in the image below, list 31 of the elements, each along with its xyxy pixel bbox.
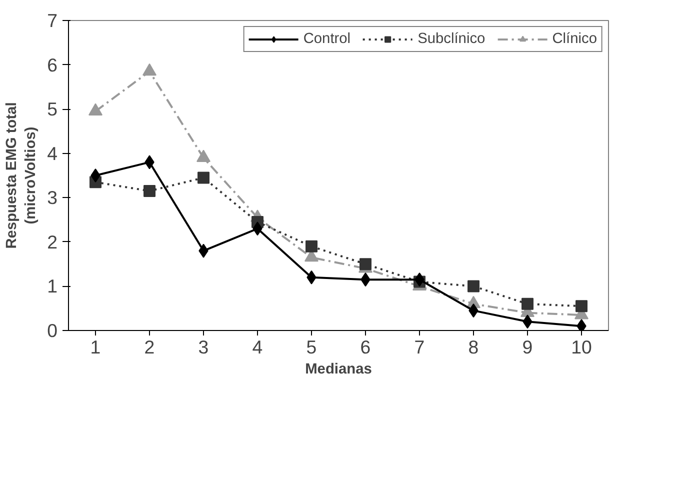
x-tick-label: 7 xyxy=(414,336,425,358)
x-tick-label: 3 xyxy=(198,336,209,358)
y-tick-label: 5 xyxy=(47,98,58,120)
point xyxy=(522,298,534,310)
x-tick-label: 5 xyxy=(306,336,317,358)
y-tick-label: 6 xyxy=(47,54,58,76)
y-tick-label: 0 xyxy=(47,320,58,341)
y-tick-label: 2 xyxy=(47,231,58,252)
x-tick-label: 1 xyxy=(90,336,101,358)
legend-label: Clínico xyxy=(552,31,597,47)
x-tick-label: 4 xyxy=(252,336,263,358)
x-tick-label: 6 xyxy=(360,336,371,358)
legend-label: Subclínico xyxy=(418,31,486,47)
y-tick-label: 7 xyxy=(47,10,58,31)
y-tick-label: 4 xyxy=(47,142,58,164)
y-axis-title: Respuesta EMG total (microVoltios) xyxy=(4,102,40,249)
point xyxy=(306,240,318,252)
point xyxy=(144,185,156,197)
x-tick-label: 8 xyxy=(468,336,479,358)
x-tick-label: 9 xyxy=(522,336,533,358)
y-tick-label: 3 xyxy=(47,187,58,208)
legend-label: Control xyxy=(303,31,351,47)
y-tick-label: 1 xyxy=(47,276,58,297)
point xyxy=(198,172,210,184)
point xyxy=(576,300,588,312)
x-tick-label: 2 xyxy=(144,336,155,358)
point xyxy=(468,280,480,292)
x-tick-label: 10 xyxy=(571,336,592,358)
point xyxy=(90,168,100,182)
point xyxy=(360,258,372,270)
x-axis-title: Medianas xyxy=(305,362,372,378)
